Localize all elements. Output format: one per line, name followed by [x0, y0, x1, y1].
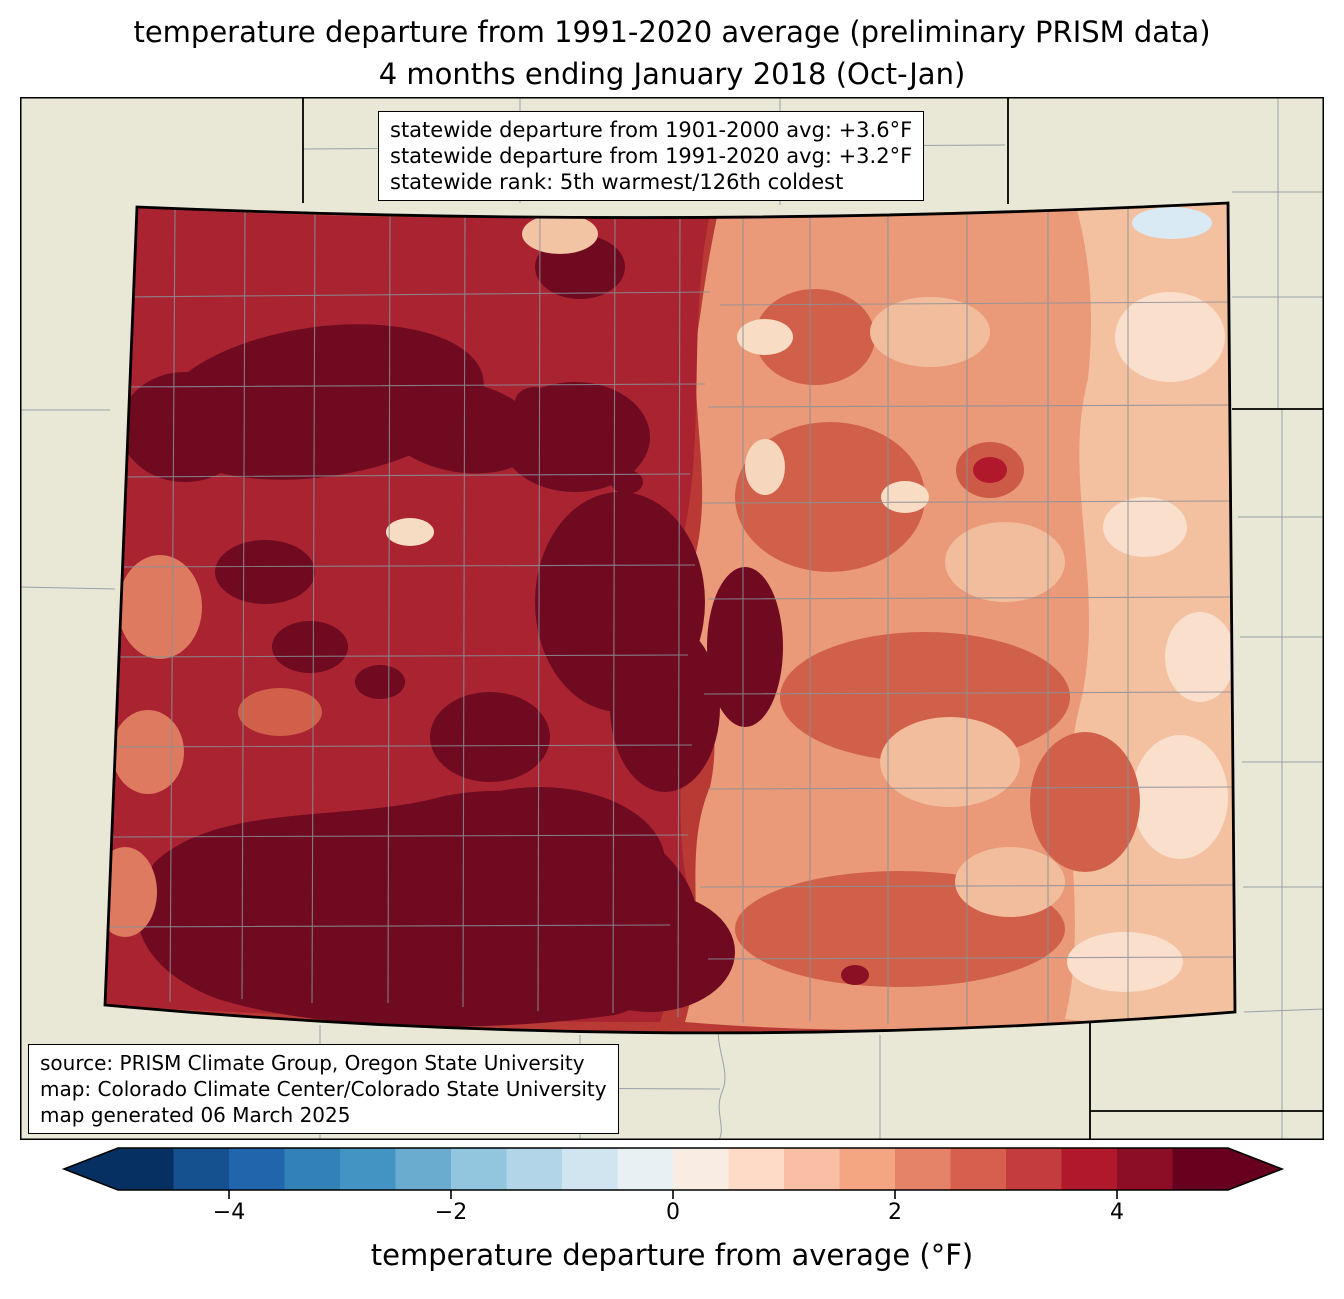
colorbar-segment: [1117, 1148, 1174, 1190]
colorbar-segment: [950, 1148, 1007, 1190]
colorado-data-layer: [105, 203, 1235, 1033]
external-state-borders: [302, 97, 1324, 1140]
generated-date-line: map generated 06 March 2025: [40, 1103, 351, 1127]
colorbar-segment: [1061, 1148, 1118, 1190]
colorbar-segment: [340, 1148, 397, 1190]
colorbar-extend-arrow: [64, 1148, 118, 1190]
stats-line-1991-2020: statewide departure from 1991-2020 avg: …: [390, 144, 913, 168]
colorbar-segment: [395, 1148, 452, 1190]
colorbar-segment: [451, 1148, 508, 1190]
colorbar-segment: [173, 1148, 230, 1190]
colorbar-segment: [673, 1148, 730, 1190]
page-title-line1: temperature departure from 1991-2020 ave…: [133, 15, 1211, 49]
colorbar-tick-label: −2: [434, 1200, 468, 1225]
colorbar-tick-label: 4: [1110, 1200, 1124, 1225]
colorbar-axis-label: temperature departure from average (°F): [370, 1238, 974, 1272]
colorbar-outline: [61, 1147, 1285, 1191]
stats-line-1901-2000: statewide departure from 1901-2000 avg: …: [390, 118, 913, 142]
colorbar-segment: [617, 1148, 674, 1190]
source-attribution-box: source: PRISM Climate Group, Oregon Stat…: [28, 1044, 619, 1134]
colorbar: [61, 1147, 1285, 1199]
colorbar-segment: [839, 1148, 896, 1190]
colorbar-tick-label: 0: [666, 1200, 680, 1225]
colorbar-segment: [284, 1148, 341, 1190]
colorbar-segment: [1006, 1148, 1063, 1190]
colorbar-segment: [1172, 1148, 1229, 1190]
stats-line-rank: statewide rank: 5th warmest/126th coldes…: [390, 170, 844, 194]
colorbar-segment: [895, 1148, 952, 1190]
colorbar-segment: [562, 1148, 619, 1190]
colorbar-segment: [506, 1148, 563, 1190]
colorbar-tick-label: −4: [212, 1200, 246, 1225]
colorbar-segment: [118, 1148, 175, 1190]
statewide-stats-box: statewide departure from 1901-2000 avg: …: [378, 111, 925, 201]
map-figure: [19, 97, 1325, 1141]
colorado-state-border: [103, 201, 1237, 1035]
map-frame: [20, 97, 1324, 1140]
colorbar-segment: [728, 1148, 785, 1190]
colorbar-segment: [229, 1148, 286, 1190]
colorbar-tick-label: 2: [888, 1200, 902, 1225]
map-credit-line: map: Colorado Climate Center/Colorado St…: [40, 1077, 607, 1101]
colorbar-extend-arrow: [1228, 1148, 1282, 1190]
source-line: source: PRISM Climate Group, Oregon Stat…: [40, 1051, 585, 1075]
page-title-line2: 4 months ending January 2018 (Oct-Jan): [378, 57, 966, 91]
colorado-map-canvas: [19, 97, 1325, 1141]
county-lines: [106, 205, 1235, 1025]
colorbar-segment: [784, 1148, 841, 1190]
